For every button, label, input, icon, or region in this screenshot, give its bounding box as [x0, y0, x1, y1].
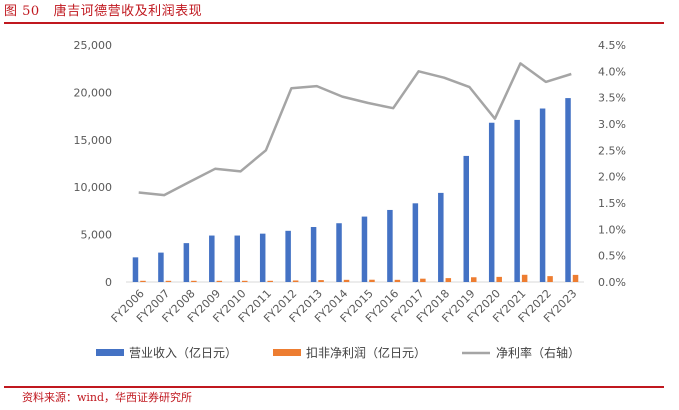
revenue-bar: [259, 233, 266, 282]
right-axis-tick-label: 2.5%: [598, 144, 626, 157]
revenue-bar: [285, 230, 291, 282]
legend-revenue-swatch: [96, 349, 124, 356]
profit-bar: [496, 276, 502, 282]
revenue-bar: [488, 122, 495, 283]
revenue-bar: [310, 227, 317, 282]
profit-bar: [572, 274, 579, 282]
revenue-bar: [438, 192, 444, 282]
legend-profit-swatch: [273, 349, 301, 356]
profit-bar: [191, 280, 197, 282]
right-axis-tick-label: 2.0%: [598, 171, 626, 184]
revenue-bar: [183, 243, 190, 282]
revenue-bar: [463, 155, 469, 282]
revenue-bar: [412, 203, 419, 282]
net-margin-line: [138, 62, 572, 197]
revenue-bar: [387, 209, 393, 282]
profit-bar: [471, 277, 477, 282]
source-note: 资料来源：wind，华西证券研究所: [22, 391, 193, 404]
revenue-bar: [514, 119, 520, 282]
profit-bar: [318, 280, 324, 282]
revenue-bar: [361, 216, 368, 282]
left-axis-tick-label: 25,000: [74, 39, 113, 52]
profit-bar: [420, 278, 426, 282]
legend-profit-label: 扣非净利润（亿日元）: [306, 345, 426, 360]
profit-bar: [292, 280, 299, 282]
profit-bar: [267, 280, 273, 282]
profit-bar: [343, 279, 350, 282]
right-axis-tick-label: 3.5%: [598, 92, 626, 105]
profit-bar: [394, 279, 401, 282]
right-axis-tick-label: 4.0%: [598, 65, 626, 78]
revenue-bar: [336, 223, 342, 282]
profit-bar: [165, 280, 172, 282]
figure-title-text: 唐吉诃德营收及利润表现: [53, 4, 203, 19]
profit-bar: [369, 279, 375, 282]
right-axis-tick-label: 1.5%: [598, 197, 626, 210]
bottom-rule: [4, 386, 664, 388]
left-axis-tick-label: 15,000: [74, 134, 113, 147]
profit-bar: [521, 274, 528, 282]
top-rule: [4, 22, 664, 24]
right-axis-tick-label: 1.0%: [598, 223, 626, 236]
legend-margin-label: 净利率（右轴）: [496, 345, 580, 360]
revenue-bar: [132, 257, 139, 282]
revenue-bar: [234, 235, 240, 282]
legend-revenue-label: 营业收入（亿日元）: [129, 345, 237, 360]
right-axis-tick-label: 3.0%: [598, 118, 626, 131]
left-axis-tick-label: 10,000: [74, 181, 113, 194]
revenue-bar: [565, 98, 571, 282]
revenue-bar: [539, 108, 546, 283]
left-axis-tick-label: 5,000: [81, 229, 113, 242]
profit-bar: [445, 278, 452, 282]
left-axis-tick-label: 0: [105, 276, 112, 289]
revenue-bar: [158, 252, 164, 282]
profit-bar: [216, 280, 223, 282]
revenue-bar: [209, 235, 215, 282]
profit-bar: [547, 276, 553, 282]
right-axis-tick-label: 4.5%: [598, 39, 626, 52]
profit-bar: [242, 280, 248, 282]
profit-bar: [140, 280, 146, 282]
left-axis-tick-label: 20,000: [74, 86, 113, 99]
right-axis-tick-label: 0.0%: [598, 276, 626, 289]
right-axis-tick-label: 0.5%: [598, 250, 626, 263]
figure-label: 图 50: [4, 4, 40, 19]
figure-title: 图 50 唐吉诃德营收及利润表现: [4, 0, 202, 19]
